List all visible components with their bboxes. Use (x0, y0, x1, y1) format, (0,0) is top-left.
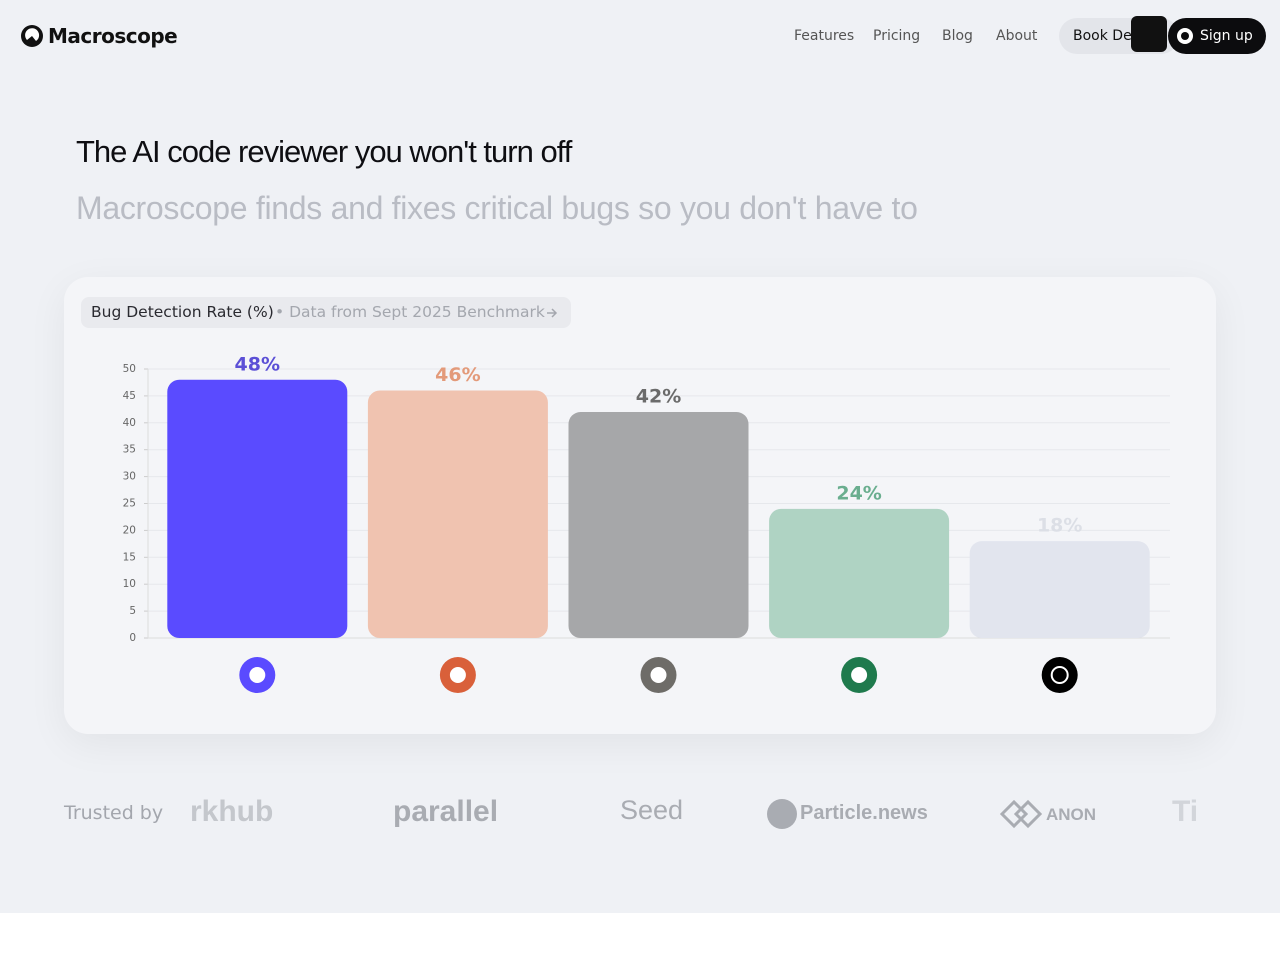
customer-logo: parallel (393, 795, 499, 828)
y-tick-label: 25 (123, 498, 136, 510)
hero-title: The AI code reviewer you won't turn off (76, 134, 572, 169)
value-label: 42% (636, 386, 681, 408)
y-tick-label: 30 (123, 471, 136, 483)
anon-icon (1000, 799, 1042, 829)
y-tick-label: 5 (129, 605, 136, 617)
chart-title: Bug Detection Rate (%) (91, 303, 274, 321)
bar (568, 412, 749, 638)
nav-link[interactable]: Blog (942, 28, 973, 44)
y-tick-label: 0 (129, 632, 136, 644)
chart-subtitle: • Data from Sept 2025 Benchmark (275, 303, 545, 321)
value-label: 24% (836, 482, 881, 504)
y-tick-label: 50 (123, 363, 136, 375)
extension-overlay[interactable] (1131, 16, 1167, 52)
customer-logo: Particle.news (800, 802, 928, 824)
value-label: 18% (1037, 515, 1082, 537)
nav-link[interactable]: Pricing (873, 28, 921, 44)
y-tick-label: 45 (123, 390, 136, 402)
trusted-label: Trusted by (64, 802, 164, 824)
customer-logo: rkhub (190, 795, 274, 828)
nav-link[interactable]: About (996, 28, 1038, 44)
tool-icon-inner (1050, 666, 1069, 684)
chart-header[interactable] (81, 297, 571, 328)
customer-logo: ANON (1046, 805, 1097, 824)
tool-icon-inner (449, 667, 466, 683)
tool-icon-inner (249, 667, 266, 683)
nav-link[interactable]: Features (794, 28, 855, 44)
hero-subtitle: Macroscope finds and fixes critical bugs… (76, 190, 918, 226)
particle-icon (767, 799, 797, 829)
value-label: 48% (235, 353, 280, 375)
customer-logo: Ti (1172, 795, 1199, 828)
y-tick-label: 15 (123, 551, 136, 563)
tool-icon-inner (851, 667, 868, 683)
brand[interactable]: Macroscope (48, 24, 178, 48)
github-icon (1177, 28, 1193, 44)
value-label: 46% (435, 364, 480, 386)
customer-logo: Seed (620, 795, 684, 825)
brand-logo (21, 25, 43, 47)
tool-icon-inner (650, 667, 667, 683)
bar (969, 541, 1150, 638)
y-tick-label: 10 (123, 578, 136, 590)
arrow-icon (547, 308, 558, 318)
y-tick-label: 40 (123, 417, 136, 429)
bar (367, 390, 548, 638)
y-tick-label: 20 (123, 524, 136, 536)
bar (769, 508, 950, 638)
y-tick-label: 35 (123, 444, 136, 456)
bar (167, 379, 348, 638)
